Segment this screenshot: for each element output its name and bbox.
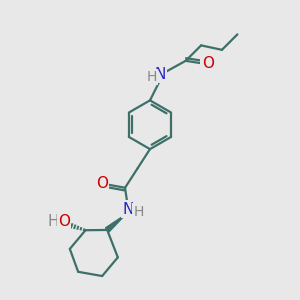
Text: N: N [122, 202, 134, 217]
Text: O: O [202, 56, 214, 71]
Text: H: H [133, 205, 144, 218]
Text: O: O [96, 176, 108, 191]
Text: N: N [155, 67, 166, 82]
Polygon shape [106, 214, 126, 232]
Text: H: H [48, 214, 59, 230]
Text: H: H [146, 70, 157, 84]
Text: O: O [58, 214, 70, 230]
